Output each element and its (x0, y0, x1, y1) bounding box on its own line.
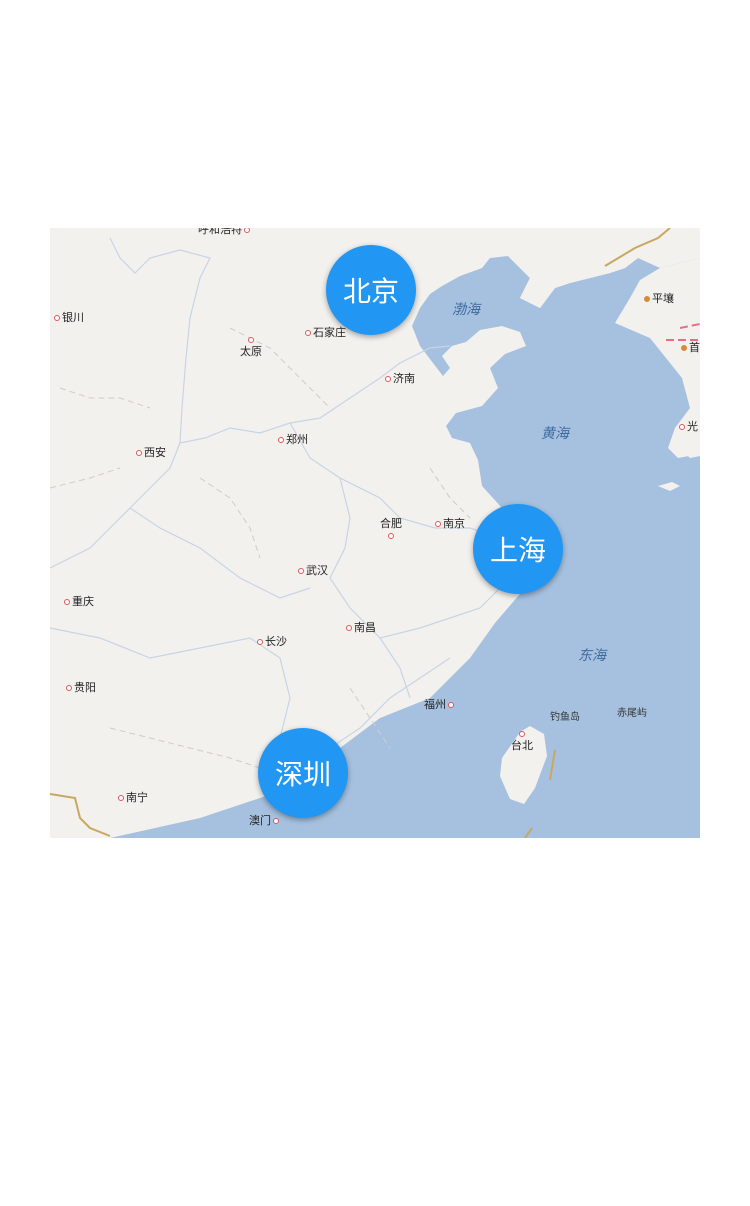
city-guiyang: 贵阳 (64, 682, 96, 694)
city-nanning: 南宁 (116, 792, 148, 804)
map-base (50, 228, 700, 838)
liaodong-land (508, 228, 700, 308)
city-dot (388, 533, 394, 539)
island-diaoyu: 钓鱼岛 (550, 712, 580, 723)
taiwan-land (500, 726, 547, 804)
japan-land (682, 423, 700, 458)
city-macau: 澳门 (249, 815, 281, 827)
city-chongqing: 重庆 (62, 596, 94, 608)
city-xian: 西安 (134, 447, 166, 459)
city-dot (385, 376, 391, 382)
city-taiyuan: 太原 (236, 334, 266, 358)
city-dot (278, 437, 284, 443)
sea-label-donghai: 东海 (578, 648, 606, 664)
sea-area (110, 228, 700, 838)
city-dot (64, 599, 70, 605)
city-dot (273, 818, 279, 824)
city-dot (66, 685, 72, 691)
city-dot (679, 424, 685, 430)
city-dot (136, 450, 142, 456)
city-dot (257, 639, 263, 645)
city-dot (435, 521, 441, 527)
city-yinchuan: 银川 (52, 312, 84, 324)
city-seoul: 首 (679, 342, 700, 354)
city-dot (54, 315, 60, 321)
city-pyongyang: 平壤 (642, 293, 674, 305)
city-dot (305, 330, 311, 336)
minor-borders (50, 327, 471, 769)
city-jinan: 济南 (383, 373, 415, 385)
city-dot (346, 625, 352, 631)
city-dot (244, 228, 250, 233)
city-dot (248, 337, 254, 343)
island-chiwei: 赤尾屿 (617, 708, 647, 719)
city-dot (644, 296, 650, 302)
city-changsha: 长沙 (255, 636, 287, 648)
city-dot (681, 345, 687, 351)
city-gwangju: 光 (677, 421, 698, 433)
city-nanchang: 南昌 (344, 622, 376, 634)
korea-land (615, 258, 700, 458)
city-dot (448, 702, 454, 708)
jeju-land (658, 482, 680, 491)
city-dot (298, 568, 304, 574)
marker-shenzhen[interactable]: 深圳 (258, 728, 348, 818)
city-fuzhou: 福州 (424, 699, 456, 711)
sea-label-huanghai: 黄海 (541, 426, 569, 442)
city-wuhan: 武汉 (296, 565, 328, 577)
city-taipei: 台北 (507, 728, 537, 752)
sea-label-bohai: 渤海 (452, 302, 480, 318)
national-borders (50, 228, 671, 838)
city-hohhot: 呼和浩特 (198, 228, 252, 236)
dmz-line (666, 323, 700, 341)
city-nanjing: 南京 (433, 518, 465, 530)
marker-beijing[interactable]: 北京 (326, 245, 416, 335)
city-hefei: 合肥 (376, 518, 406, 542)
city-zhengzhou: 郑州 (276, 434, 308, 446)
map-view[interactable]: 渤海 黄海 东海 钓鱼岛 赤尾屿 呼和浩特 银川 太原 石家庄 济南 西安 郑州… (50, 228, 700, 838)
city-dot (118, 795, 124, 801)
city-shijiazhuang: 石家庄 (303, 327, 346, 339)
city-dot (519, 731, 525, 737)
marker-shanghai[interactable]: 上海 (473, 504, 563, 594)
